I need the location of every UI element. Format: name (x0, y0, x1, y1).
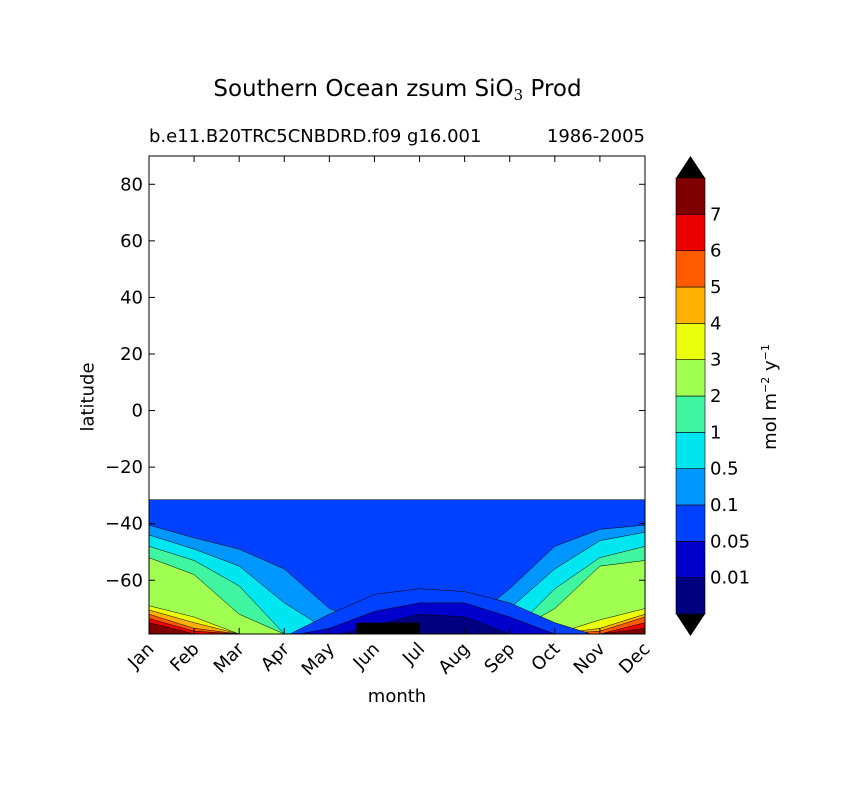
case-name-label: b.e11.B20TRC5CNBDRD.f09 g16.001 (149, 126, 482, 147)
y-tick-label: 0 (132, 401, 143, 422)
x-tick-label: Mar (210, 638, 249, 677)
x-tick-label: Jun (349, 639, 384, 674)
colorbar-swatch-9 (675, 250, 706, 288)
x-tick-label: Aug (434, 639, 474, 679)
colorbar-tick-label: 0.1 (710, 495, 739, 516)
colorbar-tick-label: 3 (710, 350, 721, 371)
chart-title: Southern Ocean zsum SiO3 Prod (213, 76, 582, 104)
y-tick-label: 80 (120, 174, 143, 195)
colorbar: 0.01 0.05 0.1 0.5 1 2 3 4 5 6 7 (675, 156, 750, 636)
colorbar-tick-2: 0.1 (710, 495, 739, 516)
colorbar-swatch-7 (675, 323, 706, 360)
colorbar-tick-label: 0.5 (710, 459, 739, 480)
y-tick-2: 40 (120, 287, 645, 308)
colorbar-tick-9: 6 (710, 241, 721, 262)
y-tick-0: 80 (120, 174, 645, 195)
contour-band-8 (149, 618, 645, 634)
colorbar-tick-1: 0.05 (710, 531, 750, 552)
x-tick-label: Apr (257, 638, 294, 675)
x-tick-label: Oct (527, 639, 564, 676)
x-tick-label: Feb (166, 639, 203, 676)
colorbar-tick-7: 4 (710, 313, 721, 334)
colorbar-swatch-3 (675, 468, 706, 506)
x-tick-label: Nov (570, 638, 610, 678)
colorbar-tick-0: 0.01 (710, 568, 750, 589)
colorbar-swatch-2 (675, 504, 706, 542)
colorbar-tick-10: 7 (710, 204, 721, 225)
y-tick-label: 40 (120, 287, 143, 308)
colorbar-tick-label: 7 (710, 204, 721, 225)
y-tick-3: 20 (120, 344, 645, 365)
period-label: 1986-2005 (546, 126, 645, 147)
y-tick-label: −40 (105, 514, 143, 535)
x-tick-label: Sep (480, 639, 519, 678)
colorbar-swatch-1 (675, 541, 706, 578)
y-tick-label: −20 (105, 457, 143, 478)
colorbar-tick-3: 0.5 (710, 459, 739, 480)
y-tick-4: 0 (132, 401, 645, 422)
y-tick-7: −60 (105, 570, 645, 591)
colorbar-tick-4: 1 (710, 422, 721, 443)
x-tick-label: May (298, 638, 339, 679)
colorbar-swatch-6 (675, 359, 706, 397)
colorbar-tick-6: 3 (710, 350, 721, 371)
colorbar-swatch-11 (675, 177, 706, 215)
colorbar-tick-label: 2 (710, 386, 721, 407)
y-tick-1: 60 (120, 231, 645, 252)
colorbar-tick-label: 0.01 (710, 568, 750, 589)
y-ticks: 80 60 40 20 0 −20 −40 −60 (105, 174, 645, 591)
contour-fields (149, 499, 645, 634)
colorbar-tick-label: 5 (710, 277, 721, 298)
y-tick-label: 60 (120, 231, 143, 252)
y-tick-label: 20 (120, 344, 143, 365)
below-range-patch (356, 622, 420, 634)
colorbar-under-arrow (676, 614, 705, 636)
x-tick-label: Jul (398, 639, 429, 670)
colorbar-tick-8: 5 (710, 277, 721, 298)
colorbar-swatch-10 (675, 214, 706, 251)
y-tick-label: −60 (105, 570, 143, 591)
colorbar-tick-label: 1 (710, 422, 721, 443)
colorbar-swatch-0 (675, 577, 706, 615)
colorbar-swatch-8 (675, 286, 706, 324)
colorbar-tick-5: 2 (710, 386, 721, 407)
x-tick-label: Jan (123, 639, 158, 674)
x-tick-label: Dec (615, 639, 654, 678)
colorbar-tick-label: 4 (710, 313, 721, 334)
colorbar-swatch-4 (675, 432, 706, 469)
colorbar-tick-label: 6 (710, 241, 721, 262)
y-tick-5: −20 (105, 457, 645, 478)
colorbar-over-arrow (676, 156, 705, 178)
plot-frame (148, 155, 646, 635)
colorbar-swatch-5 (675, 395, 706, 433)
colorbar-tick-label: 0.05 (710, 531, 750, 552)
y-tick-6: −40 (105, 514, 645, 535)
x-axis-label: month (367, 686, 427, 707)
